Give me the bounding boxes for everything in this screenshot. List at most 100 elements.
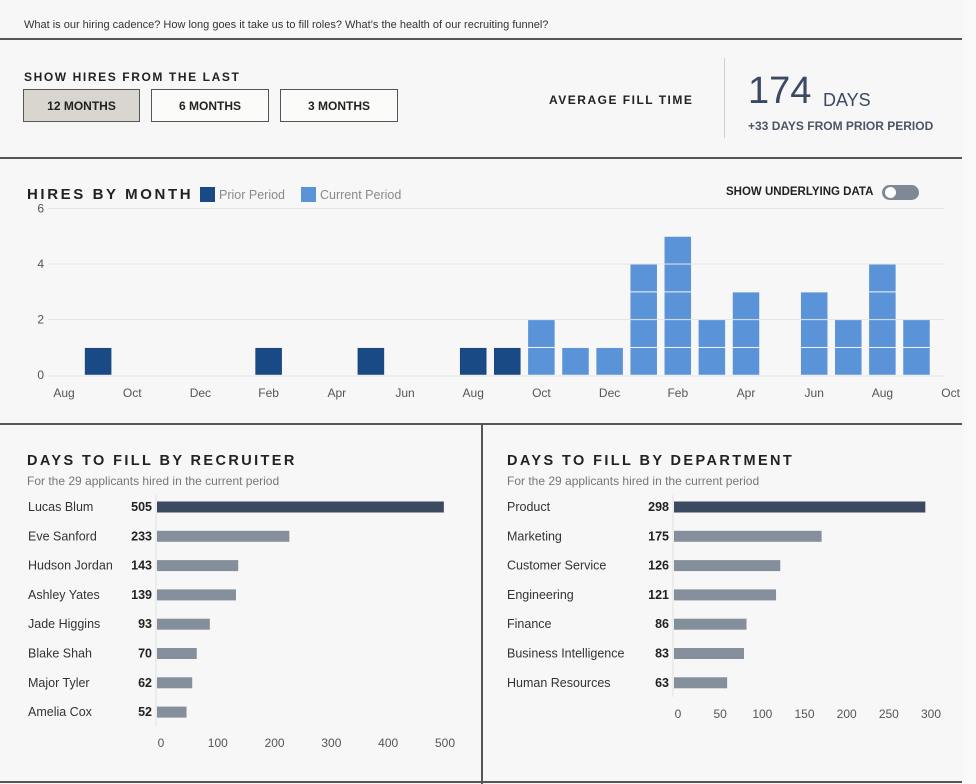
hire-bar-segment <box>664 236 692 264</box>
x-tick-label: Dec <box>190 386 211 400</box>
hire-bar-segment <box>732 347 760 375</box>
value-label: 143 <box>131 559 152 573</box>
hire-bar-segment <box>698 347 726 375</box>
category-label: Business Intelligence <box>507 647 624 661</box>
filter-label: SHOW HIRES FROM THE LAST <box>24 70 241 84</box>
department-bar-chart: Product 298 Marketing 175 Customer Service 12… <box>507 495 941 721</box>
x-tick-label: Oct <box>532 386 551 400</box>
y-tick-label: 0 <box>37 368 44 382</box>
bar <box>674 589 777 601</box>
hire-bar-segment <box>664 264 692 292</box>
x-tick-label: 200 <box>265 736 285 750</box>
x-tick-label: 150 <box>794 707 814 721</box>
department-panel-title: DAYS TO FILL BY DEPARTMENT <box>507 453 795 469</box>
legend-current-label: Current Period <box>320 188 402 202</box>
filter-3-months-button[interactable]: 3 MONTHS <box>280 89 398 122</box>
show-underlying-data-toggle[interactable] <box>882 185 919 200</box>
toggle-knob <box>885 187 896 198</box>
top-divider <box>0 38 962 40</box>
y-tick-label: 6 <box>37 202 44 216</box>
x-tick-label: Jun <box>395 386 414 400</box>
hire-bar-segment <box>903 320 930 347</box>
kpi-delta: +33 DAYS FROM PRIOR PERIOD <box>748 119 934 133</box>
kpi-label: AVERAGE FILL TIME <box>549 93 694 107</box>
bar <box>157 560 239 572</box>
hire-bar-segment <box>835 347 862 375</box>
filter-12-months-button[interactable]: 12 MONTHS <box>23 89 140 122</box>
category-label: Jade Higgins <box>28 617 100 631</box>
right-margin <box>964 0 976 784</box>
category-label: Marketing <box>507 529 562 543</box>
x-tick-label: Oct <box>941 386 960 400</box>
x-tick-label: 200 <box>837 707 857 721</box>
value-label: 86 <box>655 617 669 631</box>
toggle-label: SHOW UNDERLYING DATA <box>726 186 874 198</box>
bar <box>157 677 193 689</box>
department-panel-subtitle: For the 29 applicants hired in the curre… <box>507 474 760 488</box>
hire-bar-segment <box>494 347 521 375</box>
bar <box>674 677 728 689</box>
hires-by-month-chart: 0 2 4 6 Aug Oct Dec Feb Apr Jun Aug Oct Dec Feb Apr Jun… <box>37 202 960 401</box>
category-label: Lucas Blum <box>28 500 93 514</box>
x-tick-label: Aug <box>463 386 484 400</box>
recruiter-panel-subtitle: For the 29 applicants hired in the curre… <box>27 474 280 488</box>
bar <box>157 589 236 601</box>
category-label: Hudson Jordan <box>28 559 113 573</box>
bar <box>157 530 290 542</box>
x-tick-label: Aug <box>53 386 74 400</box>
hire-bar-segment <box>84 347 112 375</box>
hire-bar-segment <box>664 292 692 320</box>
hire-bar-segment <box>630 292 657 320</box>
hires-chart-title: HIRES BY MONTH <box>27 186 194 203</box>
hire-bar-segment <box>869 320 896 347</box>
dashboard-question: What is our hiring cadence? How long goe… <box>24 19 549 31</box>
hire-bar-segment <box>732 320 760 347</box>
x-tick-label: 100 <box>752 707 772 721</box>
x-tick-label: Apr <box>327 386 346 400</box>
hire-bar-segment <box>664 320 692 347</box>
hire-bar-segment <box>869 264 896 292</box>
value-label: 175 <box>648 529 669 543</box>
category-label: Ashley Yates <box>28 588 100 602</box>
value-label: 52 <box>138 705 152 719</box>
value-label: 83 <box>655 647 669 661</box>
filter-divider <box>0 157 962 159</box>
x-tick-label: 300 <box>321 736 341 750</box>
x-tick-label: Oct <box>123 386 142 400</box>
hire-bar-segment <box>800 292 828 320</box>
y-tick-label: 4 <box>37 257 44 271</box>
x-tick-label: Feb <box>667 386 688 400</box>
hire-bar-segment <box>630 320 657 347</box>
filter-6-months-button[interactable]: 6 MONTHS <box>151 89 269 122</box>
hire-bar-segment <box>528 320 555 347</box>
bar <box>157 618 210 630</box>
bar <box>674 648 744 659</box>
category-label: Blake Shah <box>28 647 92 661</box>
category-label: Eve Sanford <box>28 529 97 543</box>
x-tick-label: 0 <box>675 707 682 721</box>
kpi-unit: DAYS <box>823 90 871 110</box>
value-label: 62 <box>138 676 152 690</box>
category-label: Customer Service <box>507 559 606 573</box>
bar <box>157 501 444 513</box>
x-tick-label: 0 <box>158 736 165 750</box>
value-label: 126 <box>648 559 669 573</box>
hire-bar-segment <box>357 347 385 375</box>
hire-bar-segment <box>596 347 623 375</box>
category-label: Amelia Cox <box>28 705 93 719</box>
bar <box>157 706 187 718</box>
x-tick-label: Aug <box>872 386 893 400</box>
hire-bar-segment <box>698 320 726 347</box>
hire-bar-segment <box>630 347 657 375</box>
bar <box>674 618 747 630</box>
value-label: 298 <box>648 500 669 514</box>
bar <box>674 560 781 572</box>
bar <box>157 648 197 659</box>
value-label: 505 <box>131 500 152 514</box>
category-label: Finance <box>507 617 552 631</box>
legend-current-swatch <box>301 187 316 202</box>
kpi-value: 174 <box>748 70 812 112</box>
x-tick-label: Feb <box>258 386 279 400</box>
value-label: 63 <box>655 676 669 690</box>
hire-bar-segment <box>869 292 896 320</box>
